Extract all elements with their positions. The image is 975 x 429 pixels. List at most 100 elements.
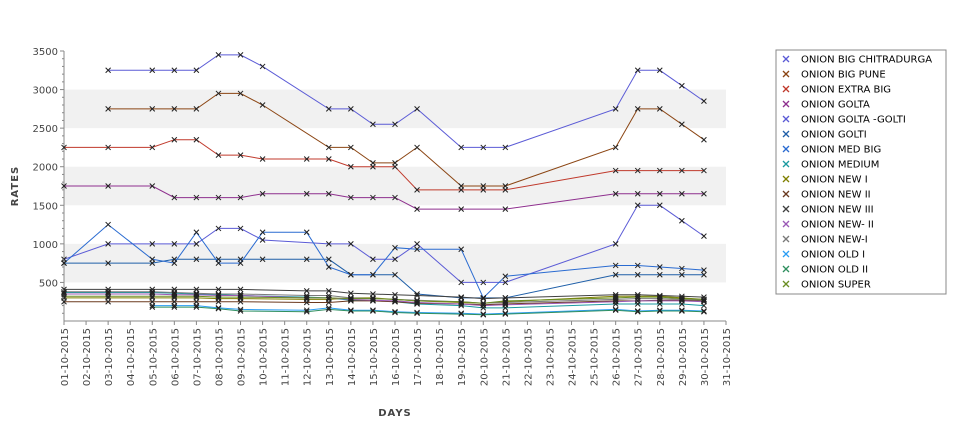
data-point xyxy=(392,194,398,201)
x-tick-label: 12-10-2015 xyxy=(303,328,314,386)
legend-item: ONION BIG PUNE xyxy=(782,70,886,81)
data-point xyxy=(634,262,641,269)
x-tick-label: 17-10-2015 xyxy=(413,328,424,386)
data-point xyxy=(193,302,200,309)
y-tick-label: 500 xyxy=(39,278,58,289)
data-point xyxy=(612,296,619,303)
data-point xyxy=(701,136,707,143)
data-point xyxy=(458,144,465,151)
data-point xyxy=(325,288,332,294)
series-line xyxy=(152,305,704,315)
data-point xyxy=(458,206,465,212)
data-point xyxy=(259,237,266,243)
x-tick-label: 10-10-2015 xyxy=(259,328,270,386)
data-point xyxy=(458,294,465,300)
data-point xyxy=(303,156,310,162)
data-point xyxy=(303,256,310,263)
data-point xyxy=(259,63,266,70)
data-point xyxy=(414,144,420,151)
x-tick-label: 29-10-2015 xyxy=(678,328,689,386)
x-tick-label: 20-10-2015 xyxy=(479,328,490,386)
data-point xyxy=(325,156,332,162)
data-point xyxy=(701,298,707,305)
data-point xyxy=(634,271,641,278)
legend-label: ONION OLD II xyxy=(801,265,868,276)
data-point xyxy=(325,144,332,151)
data-point xyxy=(215,305,222,312)
data-point xyxy=(414,298,420,304)
data-point xyxy=(480,295,487,301)
data-point xyxy=(237,90,244,97)
data-point xyxy=(61,286,67,293)
data-point xyxy=(193,256,200,263)
x-tick-label: 15-10-2015 xyxy=(369,328,380,386)
x-tick-label: 05-10-2015 xyxy=(148,328,159,386)
data-point xyxy=(193,229,200,236)
data-point xyxy=(325,305,332,311)
data-point xyxy=(656,167,663,174)
data-point xyxy=(458,299,465,306)
data-point xyxy=(325,295,332,301)
data-point xyxy=(612,167,619,174)
data-point xyxy=(105,286,111,293)
data-point xyxy=(701,267,707,273)
data-point xyxy=(502,273,509,280)
legend-item: ONION GOLTA -GOLTI xyxy=(782,115,906,126)
x-tick-label: 24-10-2015 xyxy=(568,328,579,386)
data-point xyxy=(679,295,685,302)
x-axis: 01-10-2015 02-10-2015 03-10-2015 04-10-2015… xyxy=(60,321,733,386)
data-point xyxy=(215,152,222,158)
series-line xyxy=(64,139,704,191)
data-point xyxy=(149,288,156,295)
data-point xyxy=(348,194,354,201)
data-point xyxy=(149,286,156,293)
data-point xyxy=(392,298,398,305)
data-point xyxy=(634,294,641,300)
x-tick-label: 03-10-2015 xyxy=(104,328,115,386)
x-tick-label: 22-10-2015 xyxy=(523,328,534,386)
data-point xyxy=(105,144,111,151)
data-point xyxy=(656,190,663,197)
data-point xyxy=(679,298,685,304)
data-point xyxy=(61,291,67,297)
legend-label: ONION BIG CHITRADURGA xyxy=(801,55,932,66)
data-point xyxy=(634,190,641,197)
series-line xyxy=(108,92,705,187)
legend-label: ONION EXTRA BIG xyxy=(801,85,891,96)
data-point xyxy=(679,121,685,128)
data-point xyxy=(171,136,178,143)
data-point xyxy=(303,229,310,236)
data-point xyxy=(370,271,376,278)
data-point xyxy=(348,297,354,304)
data-point xyxy=(392,308,398,315)
data-point xyxy=(303,295,310,301)
data-point xyxy=(237,308,244,314)
legend-label: ONION NEW I xyxy=(801,175,868,186)
data-point xyxy=(656,264,663,270)
data-point xyxy=(105,221,111,228)
legend-label: ONION MEDIUM xyxy=(801,160,879,171)
x-tick-label: 04-10-2015 xyxy=(126,328,137,386)
data-point xyxy=(215,292,222,299)
data-point xyxy=(237,152,244,158)
data-point xyxy=(480,144,487,151)
data-point xyxy=(634,308,641,315)
data-point xyxy=(414,299,420,306)
x-tick-label: 16-10-2015 xyxy=(391,328,402,386)
data-point xyxy=(325,190,332,197)
data-point xyxy=(215,260,222,266)
data-point xyxy=(656,67,663,74)
data-point xyxy=(171,291,178,298)
series-line xyxy=(63,223,704,299)
data-point xyxy=(656,307,663,314)
data-point xyxy=(370,297,376,304)
y-axis-title: RATES xyxy=(10,166,21,207)
data-point xyxy=(303,299,310,306)
data-point xyxy=(634,308,641,314)
series-line xyxy=(108,54,705,148)
x-tick-label: 27-10-2015 xyxy=(634,328,645,386)
legend-label: ONION OLD I xyxy=(801,250,865,261)
data-point xyxy=(348,295,354,301)
data-point xyxy=(215,286,222,293)
